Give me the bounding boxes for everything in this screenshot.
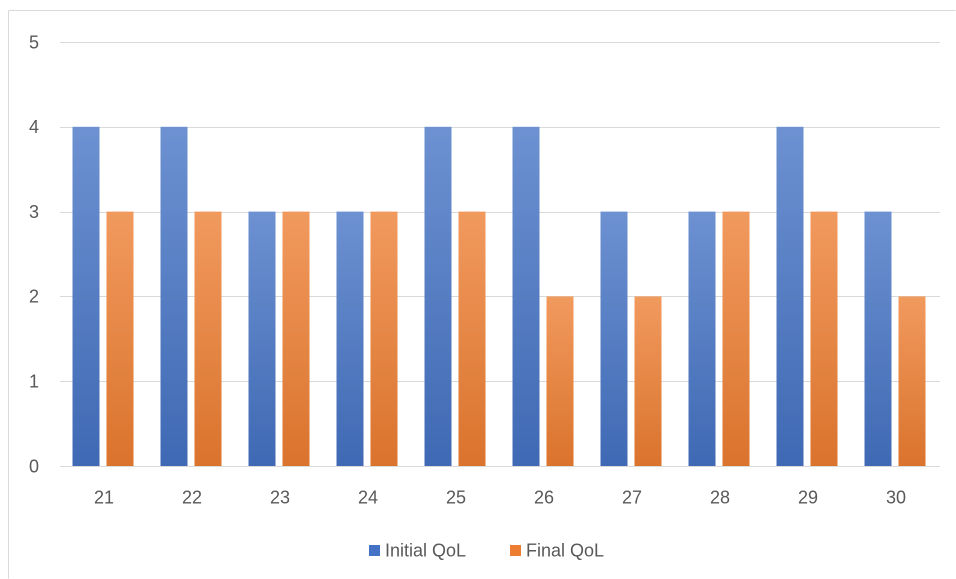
chart-border xyxy=(8,10,956,579)
y-tick-label-2: 2 xyxy=(29,287,39,307)
bar-final-qol-24 xyxy=(370,211,398,466)
legend-label-final-qol: Final QoL xyxy=(526,540,604,560)
bar-group-29 xyxy=(776,126,838,467)
x-tick-label-24: 24 xyxy=(358,487,378,507)
legend: Initial QoL Final QoL xyxy=(369,540,604,560)
bar-final-qol-26 xyxy=(546,296,574,466)
legend-item-initial-qol: Initial QoL xyxy=(369,540,466,560)
bar-final-qol-25 xyxy=(458,211,486,466)
bar-initial-qol-27 xyxy=(600,211,628,466)
legend-swatch-initial-qol xyxy=(369,545,380,556)
legend-label-initial-qol: Initial QoL xyxy=(385,540,466,560)
legend-item-final-qol: Final QoL xyxy=(510,540,604,560)
x-tick-label-28: 28 xyxy=(710,487,730,507)
bar-group-26 xyxy=(512,126,574,467)
bar-initial-qol-24 xyxy=(336,211,364,466)
bars xyxy=(72,126,926,467)
y-tick-label-1: 1 xyxy=(29,372,39,392)
x-tick-label-26: 26 xyxy=(534,487,554,507)
x-tick-label-27: 27 xyxy=(622,487,642,507)
bar-group-25 xyxy=(424,126,486,467)
bar-initial-qol-22 xyxy=(160,126,188,467)
bar-group-22 xyxy=(160,126,222,467)
x-tick-label-23: 23 xyxy=(270,487,290,507)
y-axis-tick-labels: 0 1 2 3 4 5 xyxy=(29,32,39,476)
bar-final-qol-22 xyxy=(194,211,222,466)
bar-group-23 xyxy=(248,211,310,466)
x-tick-label-29: 29 xyxy=(798,487,818,507)
bar-final-qol-27 xyxy=(634,296,662,466)
x-tick-label-30: 30 xyxy=(886,487,906,507)
bar-initial-qol-23 xyxy=(248,211,276,466)
x-axis-tick-labels: 21 22 23 24 25 26 27 28 29 30 xyxy=(94,487,906,507)
bar-final-qol-29 xyxy=(810,211,838,466)
x-tick-label-21: 21 xyxy=(94,487,114,507)
y-tick-label-3: 3 xyxy=(29,202,39,222)
bar-group-24 xyxy=(336,211,398,466)
y-tick-label-5: 5 xyxy=(29,32,39,52)
x-tick-label-22: 22 xyxy=(182,487,202,507)
bar-group-30 xyxy=(864,211,926,466)
bar-group-21 xyxy=(72,126,134,467)
bar-final-qol-21 xyxy=(106,211,134,466)
bar-initial-qol-25 xyxy=(424,126,452,467)
y-tick-label-0: 0 xyxy=(29,456,39,476)
bar-final-qol-23 xyxy=(282,211,310,466)
legend-swatch-final-qol xyxy=(510,545,521,556)
bar-final-qol-28 xyxy=(722,211,750,466)
y-tick-label-4: 4 xyxy=(29,117,39,137)
bar-group-28 xyxy=(688,211,750,466)
bar-initial-qol-26 xyxy=(512,126,540,467)
gridlines xyxy=(60,42,940,467)
bar-initial-qol-28 xyxy=(688,211,716,466)
bar-initial-qol-29 xyxy=(776,126,804,467)
bar-initial-qol-21 xyxy=(72,126,100,467)
x-tick-label-25: 25 xyxy=(446,487,466,507)
bar-group-27 xyxy=(600,211,662,466)
bar-initial-qol-30 xyxy=(864,211,892,466)
bar-final-qol-30 xyxy=(898,296,926,466)
